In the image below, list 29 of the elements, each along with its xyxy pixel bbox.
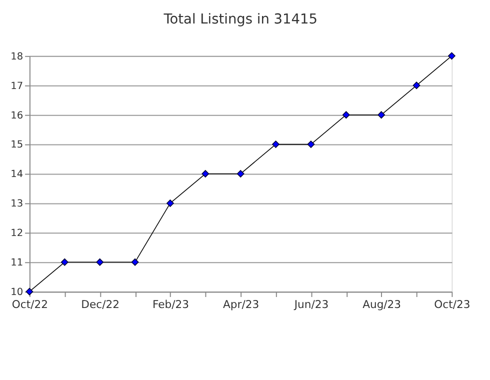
y-tick-label: 16 (10, 110, 24, 122)
y-tick-label: 10 (10, 287, 24, 298)
point (378, 111, 386, 119)
y-tick-label: 12 (10, 228, 24, 240)
point (272, 140, 280, 148)
point (202, 170, 210, 178)
y-tick-label: 17 (10, 80, 24, 92)
point (448, 52, 456, 60)
y-tick-label: 11 (10, 258, 24, 269)
x-tick-label: Jun/23 (293, 298, 329, 311)
point (412, 82, 420, 90)
x-tick-label: Feb/23 (152, 298, 189, 311)
chart-title: Total Listings in 31415 (162, 12, 318, 28)
x-tick-label: Oct/22 (12, 298, 48, 311)
point (60, 258, 68, 266)
x-tick-label: Oct/23 (434, 298, 470, 311)
y-tick-label: 15 (10, 140, 24, 151)
point (166, 200, 174, 207)
point (342, 111, 350, 119)
x-tick-label: Aug/23 (362, 298, 402, 311)
point (236, 170, 244, 178)
point (307, 140, 315, 148)
x-tick-label: Apr/23 (223, 298, 260, 311)
x-tick-label: Dec/22 (81, 298, 120, 311)
y-tick-label: 14 (10, 169, 24, 180)
point (96, 258, 104, 266)
y-tick-label: 13 (10, 198, 24, 210)
y-tick-label: 18 (10, 51, 24, 62)
point (131, 258, 139, 266)
